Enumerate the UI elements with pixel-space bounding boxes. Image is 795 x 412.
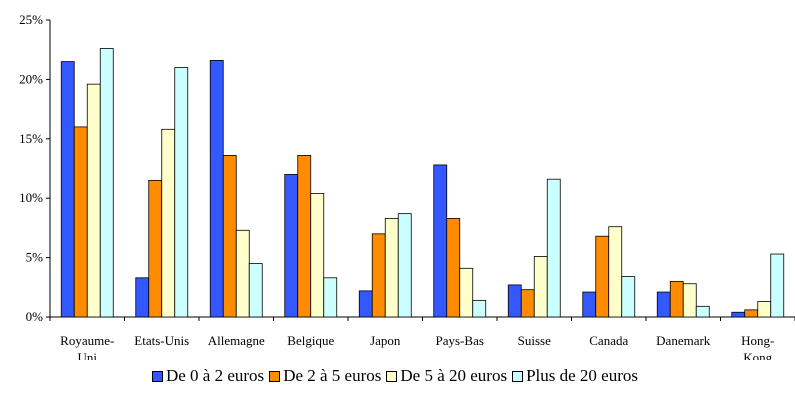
category-labels: Royaume- Uni Etats-Unis Allemagne Belgique Ja… <box>60 333 774 360</box>
bar <box>284 174 299 318</box>
y-tick-label: 20% <box>19 71 43 86</box>
legend-swatch <box>386 370 398 382</box>
category-label: Suisse <box>518 333 551 348</box>
bar <box>135 277 150 318</box>
category-label: Japon <box>370 333 401 348</box>
bar <box>533 256 548 318</box>
bar <box>222 155 237 318</box>
bar <box>770 253 785 318</box>
category-label: Etats-Unis <box>134 333 189 348</box>
bar <box>86 83 101 318</box>
legend-label: De 5 à 20 euros <box>400 366 508 385</box>
bar <box>297 155 312 318</box>
legend-item: De 5 à 20 euros <box>386 366 507 386</box>
category-label: Danemark <box>656 333 711 348</box>
bar <box>358 290 373 318</box>
bars <box>60 48 785 318</box>
bar <box>323 277 338 318</box>
category-label: Allemagne <box>208 333 265 348</box>
y-tick-labels: 0% 5% 10% 15% 20% 25% <box>19 12 43 324</box>
category-label: Canada <box>589 333 628 348</box>
bar <box>669 280 684 318</box>
y-tick-label: 25% <box>19 12 43 27</box>
bar <box>621 276 636 318</box>
bar <box>248 263 263 318</box>
bar <box>546 178 561 318</box>
bar <box>384 217 399 318</box>
bar <box>148 179 163 318</box>
legend-item: De 2 à 5 euros <box>269 366 381 386</box>
bar <box>744 309 759 318</box>
bar <box>520 289 535 318</box>
y-tick-label: 0% <box>26 309 44 324</box>
category-label: Royaume- <box>60 333 114 348</box>
bar <box>459 267 474 318</box>
bar <box>507 284 522 318</box>
bar <box>757 301 772 318</box>
bar <box>235 229 250 318</box>
bar <box>656 291 671 318</box>
legend-item: De 0 à 2 euros <box>151 366 265 386</box>
bar <box>73 126 88 318</box>
legend-swatch <box>512 370 524 382</box>
category-label: Belgique <box>287 333 334 348</box>
y-tick-label: 15% <box>19 131 43 146</box>
y-tick-label: 5% <box>26 250 44 265</box>
bar <box>174 67 189 318</box>
bar <box>682 283 697 318</box>
bar <box>695 305 710 318</box>
legend-swatch <box>269 370 281 382</box>
bar <box>608 226 623 318</box>
bar <box>161 128 176 318</box>
bar <box>582 291 597 318</box>
bar <box>371 233 386 318</box>
bar <box>472 299 487 318</box>
bar <box>209 59 224 318</box>
bar <box>446 217 461 318</box>
bar <box>310 193 325 318</box>
bar <box>397 213 412 318</box>
bar <box>99 48 114 318</box>
y-tick-label: 10% <box>19 190 43 205</box>
legend: De 0 à 2 euros De 2 à 5 euros De 5 à 20 eu… <box>0 366 795 386</box>
bar-chart: 0% 5% 10% 15% 20% 25% Royaume- Uni Etats-Unis Al… <box>19 12 795 360</box>
category-label: Kong <box>743 350 772 360</box>
bar <box>60 61 75 318</box>
category-label: Uni <box>78 350 98 360</box>
bar <box>595 235 610 318</box>
bar <box>731 311 746 318</box>
legend-label: De 2 à 5 euros <box>283 366 382 385</box>
category-label: Pays-Bas <box>436 333 484 348</box>
legend-swatch <box>151 370 163 382</box>
legend-label: De 0 à 2 euros <box>165 366 265 385</box>
legend-label: Plus de 20 euros <box>526 366 639 385</box>
bar <box>433 164 448 318</box>
category-label: Hong- <box>741 333 774 348</box>
legend-item: Plus de 20 euros <box>512 366 638 386</box>
